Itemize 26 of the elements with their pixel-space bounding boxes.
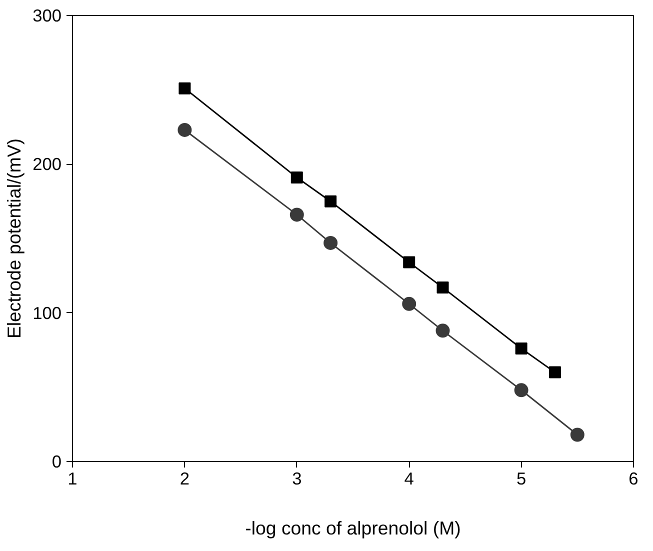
point bbox=[548, 366, 561, 378]
y-tick-label: 0 bbox=[52, 452, 62, 472]
point bbox=[514, 383, 528, 398]
x-tick-label: 1 bbox=[68, 468, 78, 488]
point bbox=[290, 172, 303, 184]
x-tick-label: 2 bbox=[180, 468, 190, 488]
point bbox=[515, 342, 528, 355]
point bbox=[403, 256, 416, 268]
point bbox=[436, 282, 449, 294]
y-tick-label: 200 bbox=[32, 154, 62, 174]
point bbox=[436, 324, 450, 338]
y-axis-title: Electrode potential/(mV) bbox=[4, 138, 25, 339]
x-tick-label: 3 bbox=[292, 468, 302, 488]
point bbox=[324, 236, 338, 250]
y-tick-label: 100 bbox=[32, 302, 62, 323]
point bbox=[178, 122, 192, 137]
x-tick-label: 6 bbox=[628, 468, 638, 488]
point bbox=[402, 296, 416, 311]
x-axis-title: -log conc of alprenolol (M) bbox=[245, 518, 461, 538]
x-tick-label: 4 bbox=[404, 468, 414, 488]
point bbox=[290, 208, 304, 222]
y-tick-label: 300 bbox=[32, 6, 62, 26]
point bbox=[178, 82, 191, 94]
point bbox=[324, 195, 337, 208]
x-tick-label: 5 bbox=[516, 468, 526, 488]
point bbox=[570, 428, 584, 442]
